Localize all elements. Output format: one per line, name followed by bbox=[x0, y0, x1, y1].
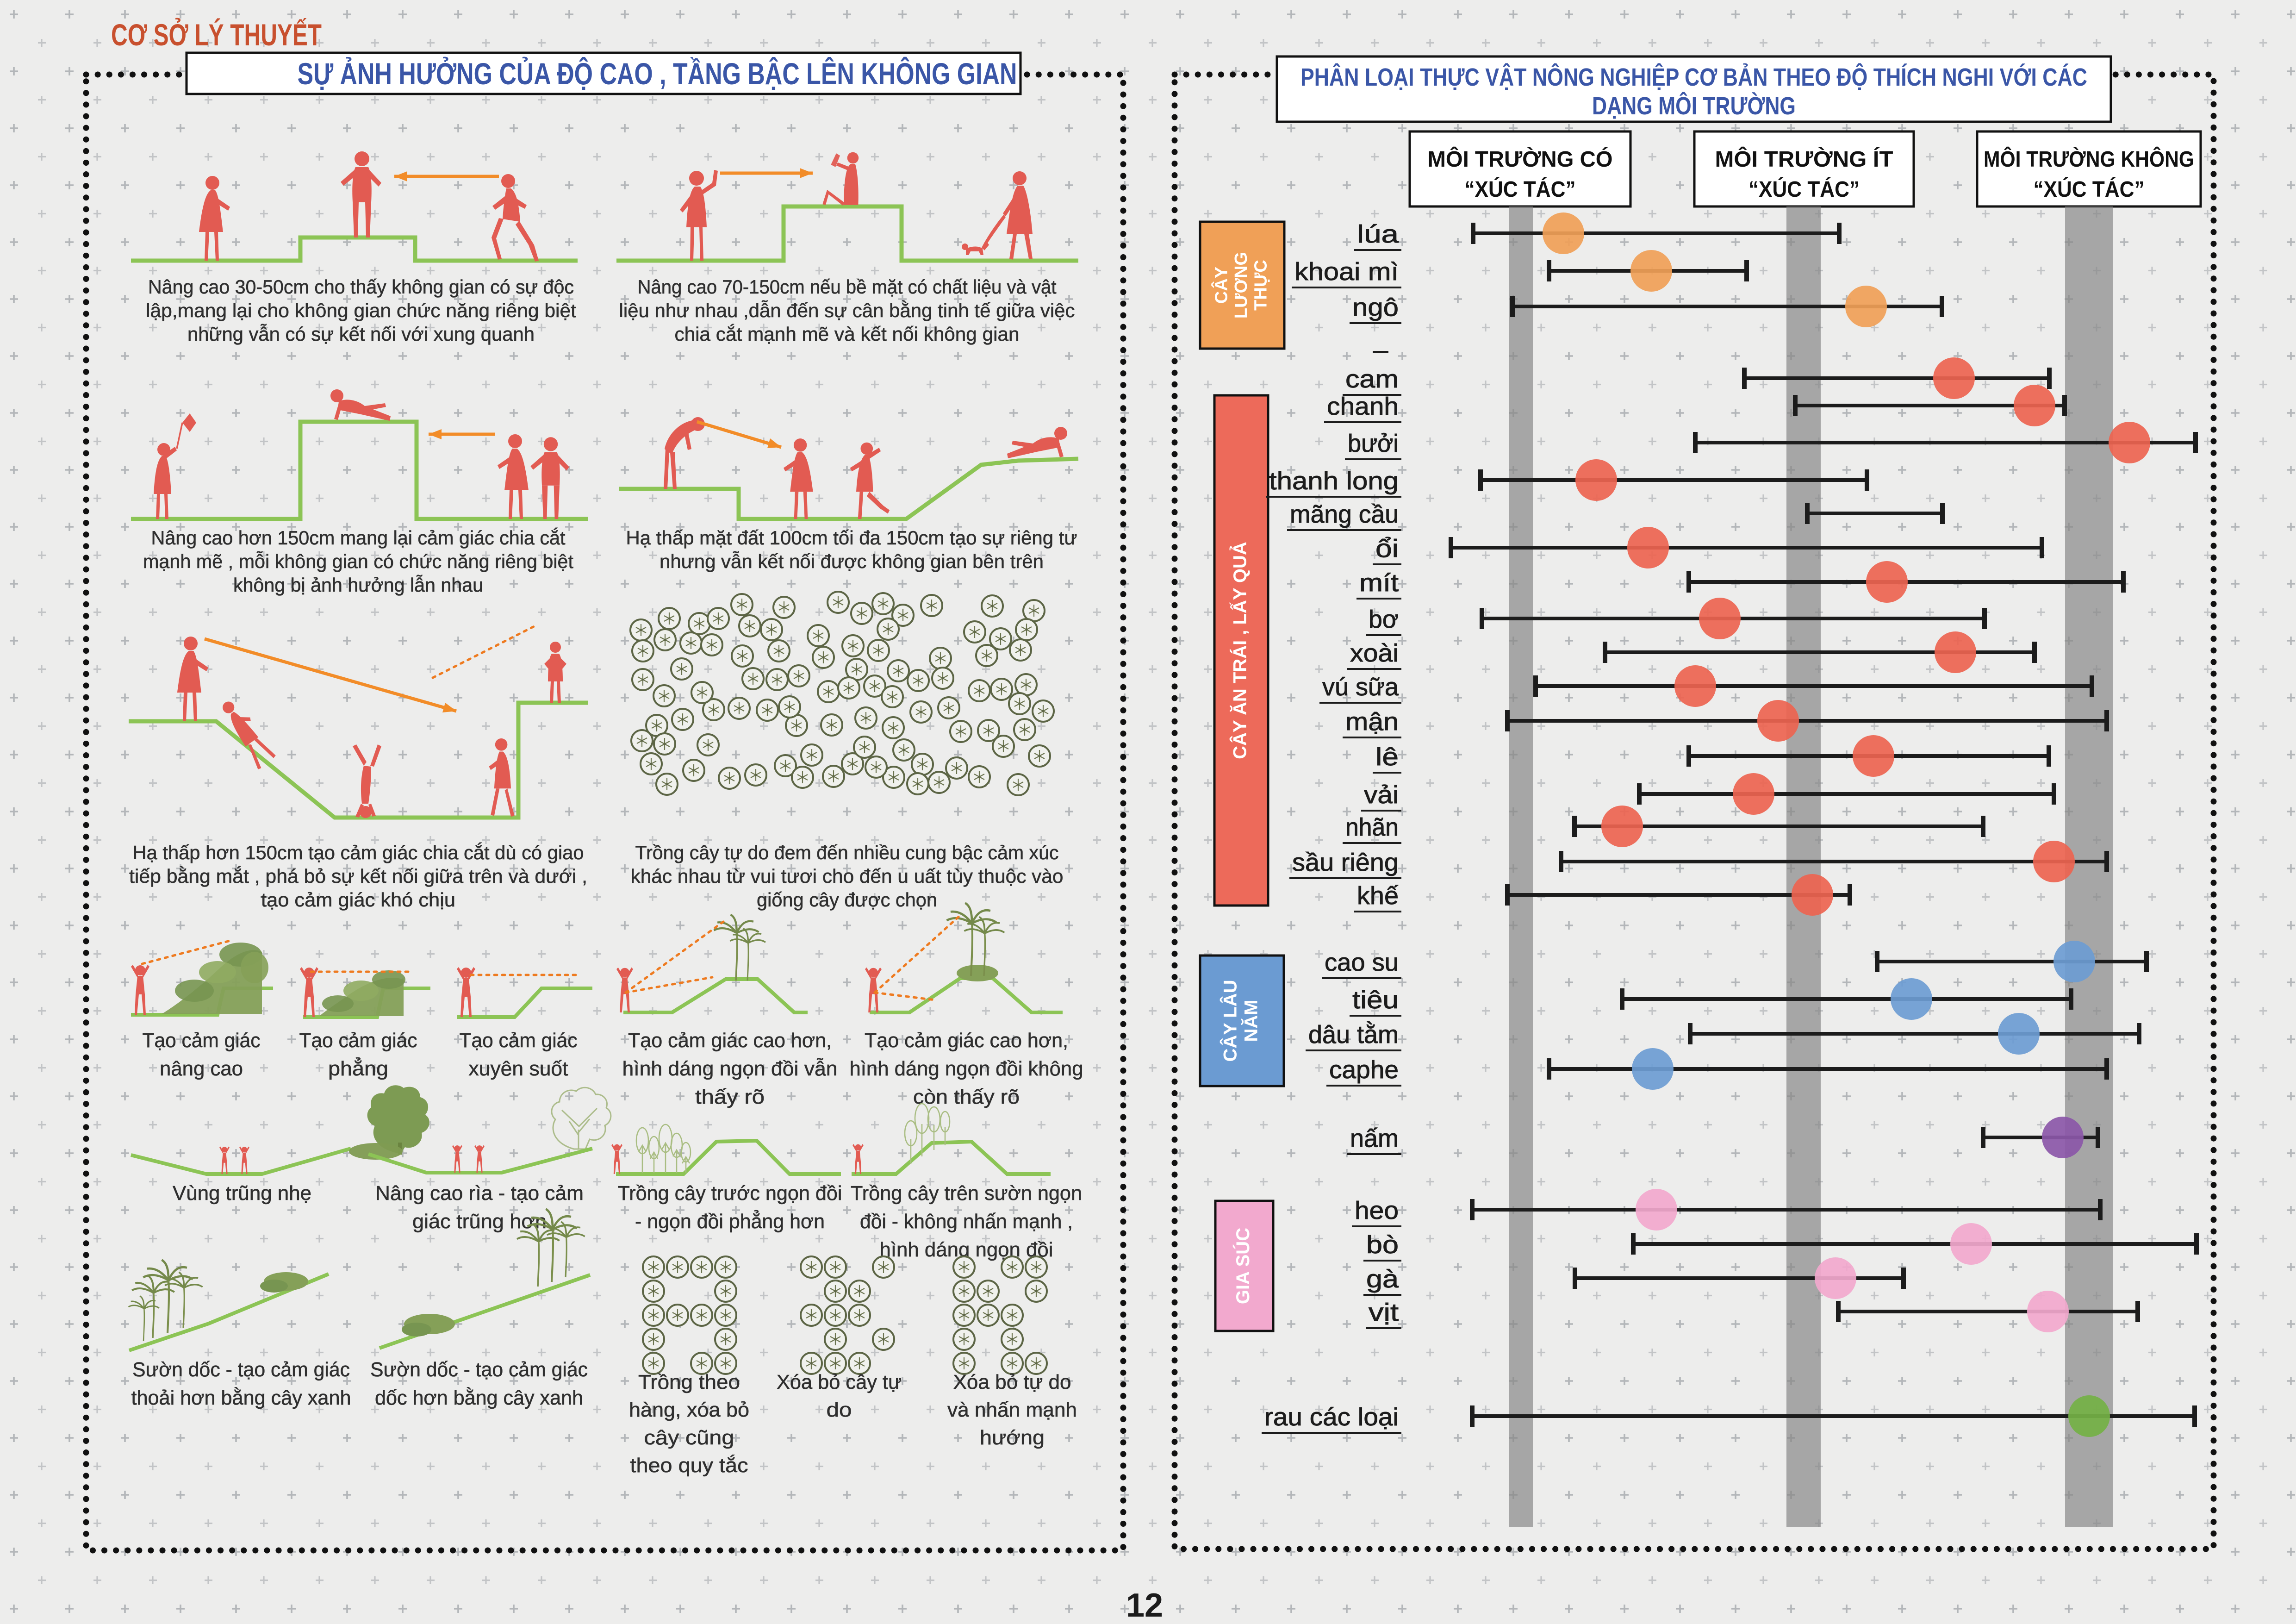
svg-text:vải: vải bbox=[1364, 781, 1399, 809]
svg-text:sầu riêng: sầu riêng bbox=[1292, 849, 1399, 876]
svg-text:Tạo cảm giác cao hơn,: Tạo cảm giác cao hơn, bbox=[628, 1029, 832, 1052]
svg-text:caphe: caphe bbox=[1329, 1056, 1399, 1084]
svg-text:Nâng cao hơn 150cm mang lại cả: Nâng cao hơn 150cm mang lại cảm giác chi… bbox=[151, 527, 566, 549]
svg-text:giống cây được chọn: giống cây được chọn bbox=[757, 889, 937, 911]
svg-text:còn thấy rõ: còn thấy rõ bbox=[913, 1086, 1020, 1108]
svg-text:vịt: vịt bbox=[1369, 1299, 1399, 1326]
svg-text:đồi - không nhấn mạnh ,: đồi - không nhấn mạnh , bbox=[860, 1210, 1073, 1233]
svg-text:“XÚC TÁC”: “XÚC TÁC” bbox=[1748, 176, 1860, 202]
svg-text:CƠ SỞ LÝ THUYẾT: CƠ SỞ LÝ THUYẾT bbox=[111, 18, 322, 52]
svg-text:Tạo cảm giác: Tạo cảm giác bbox=[299, 1029, 417, 1052]
svg-text:Trồng cây trên sườn ngọn: Trồng cây trên sườn ngọn bbox=[851, 1182, 1082, 1205]
svg-text:- ngọn đồi phẳng hơn: - ngọn đồi phẳng hơn bbox=[635, 1209, 825, 1233]
svg-text:bưởi: bưởi bbox=[1348, 430, 1399, 457]
svg-text:xuyên suốt: xuyên suốt bbox=[469, 1057, 568, 1080]
svg-text:do: do bbox=[827, 1399, 852, 1421]
svg-text:Tạo cảm giác: Tạo cảm giác bbox=[143, 1029, 261, 1052]
svg-text:MÔI TRƯỜNG KHÔNG: MÔI TRƯỜNG KHÔNG bbox=[1984, 146, 2194, 172]
svg-text:12: 12 bbox=[1126, 1587, 1163, 1624]
svg-text:hàng, xóa bỏ: hàng, xóa bỏ bbox=[629, 1399, 749, 1421]
svg-text:hình dáng ngọn đồi vẫn: hình dáng ngọn đồi vẫn bbox=[622, 1057, 838, 1080]
svg-text:Xóa bỏ cây tự: Xóa bỏ cây tự bbox=[777, 1371, 902, 1393]
svg-text:Sườn dốc - tạo cảm giác: Sườn dốc - tạo cảm giác bbox=[132, 1358, 350, 1381]
svg-text:CÂY LÂU: CÂY LÂU bbox=[1220, 980, 1241, 1062]
svg-text:MÔI TRƯỜNG CÓ: MÔI TRƯỜNG CÓ bbox=[1428, 146, 1613, 172]
svg-text:nhãn: nhãn bbox=[1345, 813, 1399, 841]
svg-text:nhưng vẫn kết nối được không g: nhưng vẫn kết nối được không gian bên tr… bbox=[660, 550, 1044, 572]
svg-text:khác nhau từ vui tươi cho đến: khác nhau từ vui tươi cho đến u uất tùy … bbox=[631, 865, 1064, 887]
svg-text:nâng cao: nâng cao bbox=[160, 1057, 243, 1080]
svg-text:khế: khế bbox=[1357, 882, 1399, 910]
svg-text:hướng: hướng bbox=[980, 1426, 1045, 1449]
svg-text:phẳng: phẳng bbox=[328, 1056, 388, 1080]
svg-text:lúa: lúa bbox=[1357, 220, 1399, 248]
svg-text:lê: lê bbox=[1375, 743, 1399, 771]
svg-text:Sườn dốc - tạo cảm giác: Sườn dốc - tạo cảm giác bbox=[370, 1358, 588, 1381]
svg-text:Tạo cảm giác cao hơn,: Tạo cảm giác cao hơn, bbox=[865, 1029, 1068, 1052]
svg-text:bơ: bơ bbox=[1369, 606, 1399, 633]
svg-text:Nâng cao rìa - tạo cảm: Nâng cao rìa - tạo cảm bbox=[375, 1182, 584, 1205]
svg-text:xoài: xoài bbox=[1350, 639, 1399, 667]
svg-text:khoai mì: khoai mì bbox=[1294, 258, 1399, 286]
svg-text:thoải hơn bằng cây xanh: thoải hơn bằng cây xanh bbox=[131, 1387, 351, 1409]
svg-text:Hạ thấp mặt đất 100cm tối đa 1: Hạ thấp mặt đất 100cm tối đa 150cm tạo s… bbox=[626, 527, 1077, 549]
svg-text:CÂY ĂN TRÁI , LẤY QUẢ: CÂY ĂN TRÁI , LẤY QUẢ bbox=[1229, 542, 1251, 759]
svg-text:Xóa bỏ tự do: Xóa bỏ tự do bbox=[953, 1371, 1071, 1393]
svg-text:Trồng cây trước ngọn đồi: Trồng cây trước ngọn đồi bbox=[618, 1182, 842, 1205]
svg-text:vú sữa: vú sữa bbox=[1322, 673, 1399, 701]
svg-text:Nâng cao 70-150cm nếu bề mặt c: Nâng cao 70-150cm nếu bề mặt có chất liệ… bbox=[638, 276, 1057, 298]
svg-text:CÂY: CÂY bbox=[1211, 267, 1231, 304]
svg-text:heo: heo bbox=[1355, 1197, 1399, 1224]
svg-text:lập,mang lại cho không gian ch: lập,mang lại cho không gian chức năng ri… bbox=[146, 300, 576, 321]
svg-text:mãng cầu: mãng cầu bbox=[1290, 500, 1399, 528]
svg-text:tiếp bằng mắt , phá bỏ sự kết: tiếp bằng mắt , phá bỏ sự kết nối giữa t… bbox=[129, 865, 587, 887]
svg-text:Trồng theo: Trồng theo bbox=[638, 1371, 740, 1393]
svg-text:ngô: ngô bbox=[1352, 294, 1399, 321]
svg-text:Hạ thấp hơn 150cm tạo cảm giác: Hạ thấp hơn 150cm tạo cảm giác chia cắt … bbox=[133, 842, 584, 863]
svg-text:dâu tằm: dâu tằm bbox=[1308, 1021, 1399, 1049]
svg-text:THỰC: THỰC bbox=[1251, 260, 1271, 311]
svg-text:cây cũng: cây cũng bbox=[644, 1426, 734, 1449]
svg-text:hình dáng ngọn đồi không: hình dáng ngọn đồi không bbox=[850, 1057, 1083, 1080]
svg-text:MÔI TRƯỜNG ÍT: MÔI TRƯỜNG ÍT bbox=[1715, 146, 1893, 172]
svg-text:SỰ ẢNH HƯỞNG CỦA ĐỘ CAO , TẦNG: SỰ ẢNH HƯỞNG CỦA ĐỘ CAO , TẦNG BẬC LÊN K… bbox=[298, 56, 1017, 91]
svg-text:Nâng cao 30-50cm cho thấy khôn: Nâng cao 30-50cm cho thấy không gian có … bbox=[148, 276, 574, 298]
svg-text:LƯƠNG: LƯƠNG bbox=[1232, 252, 1251, 319]
svg-text:NĂM: NĂM bbox=[1240, 999, 1261, 1042]
svg-text:“XÚC TÁC”: “XÚC TÁC” bbox=[2034, 176, 2145, 202]
svg-text:mít: mít bbox=[1359, 569, 1399, 597]
svg-text:GIA SÚC: GIA SÚC bbox=[1232, 1228, 1253, 1304]
svg-text:cam: cam bbox=[1345, 365, 1399, 393]
svg-text:DẠNG MÔI TRƯỜNG: DẠNG MÔI TRƯỜNG bbox=[1592, 92, 1796, 120]
svg-text:cao su: cao su bbox=[1325, 949, 1399, 976]
svg-text:thấy rõ: thấy rõ bbox=[695, 1086, 765, 1108]
svg-text:mận: mận bbox=[1345, 708, 1399, 736]
svg-text:rau các loại: rau các loại bbox=[1264, 1403, 1399, 1431]
svg-text:không bị ảnh hưởng lẫn nhau: không bị ảnh hưởng lẫn nhau bbox=[233, 574, 483, 596]
svg-text:gà: gà bbox=[1366, 1265, 1399, 1293]
svg-text:bò: bò bbox=[1366, 1231, 1399, 1259]
svg-text:thanh long: thanh long bbox=[1269, 467, 1399, 495]
svg-text:dốc hơn bằng cây xanh: dốc hơn bằng cây xanh bbox=[375, 1387, 583, 1409]
svg-text:PHÂN LOẠI THỰC VẬT NÔNG NGHIỆP: PHÂN LOẠI THỰC VẬT NÔNG NGHIỆP CƠ BẢN TH… bbox=[1300, 63, 2087, 91]
svg-text:giác trũng hơn: giác trũng hơn bbox=[412, 1210, 547, 1233]
svg-text:Tạo cảm giác: Tạo cảm giác bbox=[460, 1029, 578, 1052]
svg-text:nấm: nấm bbox=[1350, 1124, 1399, 1152]
svg-text:ổi: ổi bbox=[1375, 535, 1399, 562]
svg-text:và nhấn mạnh: và nhấn mạnh bbox=[947, 1399, 1077, 1421]
svg-text:liệu như nhau ,dẫn đến sự cân: liệu như nhau ,dẫn đến sự cân bằng tinh … bbox=[619, 300, 1075, 321]
svg-text:tạo cảm giác khó chịu: tạo cảm giác khó chịu bbox=[261, 889, 455, 911]
svg-text:chanh: chanh bbox=[1327, 393, 1399, 420]
svg-text:“XÚC TÁC”: “XÚC TÁC” bbox=[1465, 176, 1576, 202]
svg-text:theo quy tắc: theo quy tắc bbox=[630, 1454, 748, 1477]
svg-text:những vẫn có sự kết nối với xu: những vẫn có sự kết nối với xung quanh bbox=[187, 323, 535, 345]
svg-text:mạnh mẽ , mỗi không gian có ch: mạnh mẽ , mỗi không gian có chức năng ri… bbox=[143, 550, 573, 572]
svg-text:chia cắt mạnh mẽ và kết nối kh: chia cắt mạnh mẽ và kết nối không gian bbox=[675, 323, 1020, 345]
svg-text:Trồng cây tự do đem đến nhiều: Trồng cây tự do đem đến nhiều cung bậc c… bbox=[635, 842, 1059, 863]
svg-text:Vùng trũng nhẹ: Vùng trũng nhẹ bbox=[173, 1182, 311, 1205]
svg-text:tiêu: tiêu bbox=[1352, 986, 1399, 1014]
